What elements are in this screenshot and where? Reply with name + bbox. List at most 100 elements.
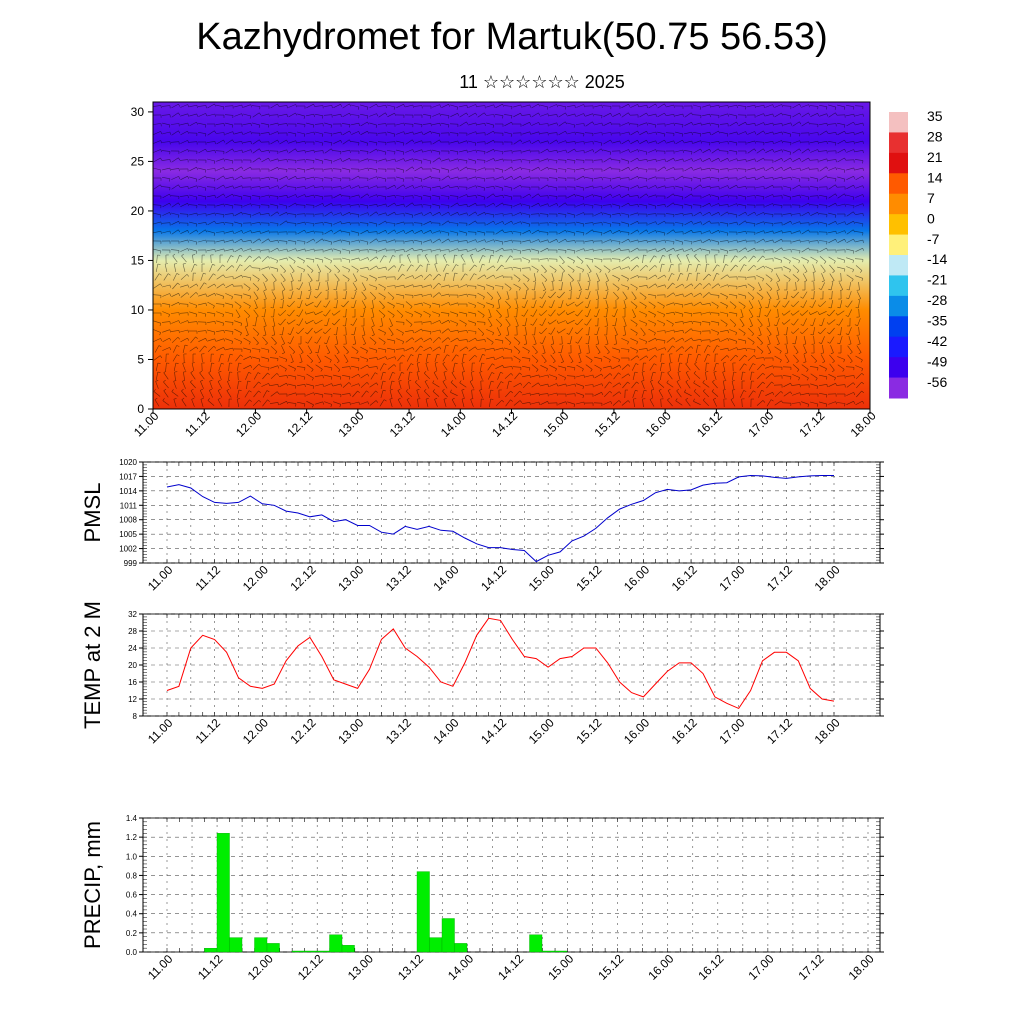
ytick-label: 0.6 (126, 891, 138, 900)
wind-barbs (152, 103, 865, 408)
xtick-label: 16.00 (621, 562, 652, 593)
xtick-label: 16.12 (669, 562, 700, 593)
xtick-label: 11.00 (145, 952, 176, 983)
xtick-label: 12.12 (288, 715, 319, 746)
ytick-label: 28 (128, 627, 137, 636)
heatmap-xtick-label: 16.12 (694, 408, 725, 439)
heatmap-xtick-label: 15.12 (592, 408, 623, 439)
y-axis-label: TEMP at 2 M (80, 601, 105, 729)
xtick-label: 17.12 (796, 951, 827, 982)
colorbar-label: 35 (927, 108, 943, 124)
xtick-label: 17.00 (745, 951, 776, 982)
xtick-label: 17.12 (764, 715, 795, 746)
ytick-label: 0.2 (126, 929, 138, 938)
xtick-label: 13.00 (345, 951, 376, 982)
precip-bar (204, 948, 218, 953)
xtick-label: 13.12 (395, 951, 426, 982)
xtick-label: 14.00 (430, 715, 461, 746)
xtick-label: 13.12 (383, 562, 414, 593)
colorbar-swatch (889, 316, 908, 338)
xtick-label: 14.12 (478, 562, 509, 593)
precip-bar (304, 950, 318, 953)
colorbar-swatch (889, 377, 908, 399)
xtick-label: 11.00 (145, 716, 176, 747)
colorbar-label: 7 (927, 190, 935, 206)
xtick-label: 18.00 (846, 951, 877, 982)
colorbar-swatch (889, 112, 908, 133)
heatmap-xtick-label: 14.12 (489, 408, 520, 439)
heatmap-xtick-label: 11.12 (182, 409, 213, 440)
precip-bar (266, 943, 280, 953)
ytick-label: 1.0 (126, 852, 138, 861)
y-axis-label: PMSL (80, 483, 105, 543)
xtick-label: 12.00 (245, 951, 276, 982)
xtick-label: 18.00 (812, 715, 843, 746)
precip-bar (416, 871, 430, 953)
ytick-label: 32 (128, 610, 137, 619)
xtick-label: 13.12 (383, 715, 414, 746)
colorbar-swatch (889, 295, 908, 317)
colorbar-swatch (889, 234, 908, 256)
ytick-label: 0.4 (126, 910, 138, 919)
ytick-label: 1008 (119, 516, 137, 525)
precip-bar (454, 943, 468, 953)
heatmap-xtick-label: 17.12 (796, 408, 827, 439)
precip-bar (441, 918, 455, 953)
xtick-label: 13.00 (335, 715, 366, 746)
xtick-label: 12.00 (240, 715, 271, 746)
colorbar-label: -7 (927, 231, 940, 247)
panel-temp: 8 12 16 20 24 28 32 11.00 11.12 12.00 12.12 13.00 13… (80, 601, 884, 747)
heatmap-xtick-label: 15.00 (540, 408, 571, 439)
panel-pmsl: 999 1002 1005 1008 1011 1014 1017 1020 11.00 11.1… (80, 458, 884, 594)
heatmap-xtick-label: 12.12 (284, 408, 315, 439)
heatmap-ytick-label: 20 (131, 204, 145, 218)
heatmap-ytick-label: 25 (131, 154, 145, 168)
pmsl-line (166, 474, 834, 563)
precip-bar (529, 934, 543, 953)
xtick-label: 13.00 (335, 562, 366, 593)
xtick-label: 16.00 (621, 715, 652, 746)
colorbar (889, 112, 908, 399)
ytick-label: 12 (128, 695, 137, 704)
colorbar-label: -56 (927, 374, 947, 390)
ytick-label: 24 (128, 644, 137, 653)
xtick-label: 14.12 (478, 715, 509, 746)
heatmap-ytick-label: 15 (131, 253, 145, 267)
precip-bar (541, 950, 555, 953)
colorbar-swatch (889, 132, 908, 154)
y-axis-label: PRECIP, mm (80, 821, 105, 949)
panel-frame (142, 461, 881, 564)
ytick-label: 1014 (119, 487, 137, 496)
colorbar-swatch (889, 152, 908, 174)
precip-bar (254, 937, 268, 953)
xtick-label: 14.00 (430, 562, 461, 593)
ytick-label: 8 (133, 712, 138, 721)
precip-bar (291, 950, 305, 953)
xtick-label: 12.00 (240, 562, 271, 593)
ytick-label: 1002 (119, 545, 137, 554)
colorbar-label: 0 (927, 210, 935, 226)
xtick-label: 11.12 (193, 716, 224, 747)
xtick-label: 11.12 (193, 563, 224, 594)
heatmap-xtick-label: 13.12 (387, 408, 418, 439)
precip-bar (216, 833, 230, 953)
precip-bar (554, 950, 568, 953)
ytick-label: 1.2 (126, 833, 138, 842)
heatmap-ytick-label: 5 (137, 352, 144, 366)
xtick-label: 11.12 (195, 952, 226, 983)
ytick-label: 1017 (119, 472, 137, 481)
colorbar-swatch (889, 255, 908, 276)
colorbar-swatch (889, 336, 908, 358)
colorbar-swatch (889, 275, 908, 297)
xtick-label: 15.12 (595, 951, 626, 982)
heatmap-xtick-label: 11.00 (131, 409, 162, 440)
colorbar-label: -21 (927, 272, 947, 288)
xtick-label: 15.00 (545, 951, 576, 982)
heatmap-xtick-label: 16.00 (643, 408, 674, 439)
ytick-label: 20 (128, 661, 137, 670)
colorbar-label: -28 (927, 292, 947, 308)
colorbar-swatch (889, 214, 908, 236)
temp-line (166, 617, 835, 710)
panel-precip: 0.0 0.2 0.4 0.6 0.8 1.0 1.2 1.4 11.00 11.12 12.00 1… (80, 814, 884, 983)
